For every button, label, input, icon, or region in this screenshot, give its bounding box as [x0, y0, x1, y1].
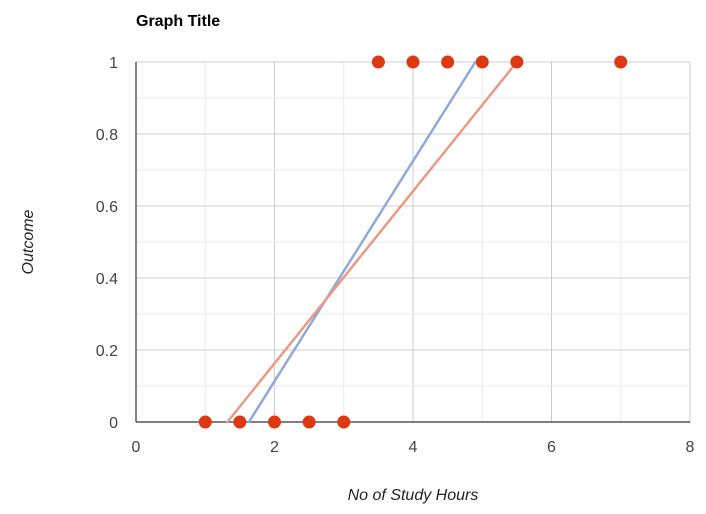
data-point: [337, 415, 351, 429]
chart-title: Graph Title: [136, 13, 220, 30]
y-tick-label: 0.4: [96, 271, 118, 288]
trend-line: [247, 60, 477, 424]
x-tick-label: 4: [409, 439, 418, 456]
trend-line: [226, 60, 519, 424]
y-tick-label: 1: [109, 55, 118, 72]
y-tick-label: 0.2: [96, 343, 118, 360]
data-point: [406, 55, 420, 69]
x-tick-label: 8: [686, 439, 695, 456]
data-point: [198, 415, 212, 429]
data-point: [233, 415, 247, 429]
data-point: [302, 415, 316, 429]
y-tick-label: 0: [109, 415, 118, 432]
tick-labels: 0 2 4 6 8 0 0.2 0.4 0.6 0.8 1: [96, 55, 695, 456]
x-axis-label: No of Study Hours: [348, 487, 479, 504]
data-point: [614, 55, 628, 69]
data-point: [371, 55, 385, 69]
x-tick-label: 6: [547, 439, 556, 456]
data-point: [441, 55, 455, 69]
trend-lines: [226, 60, 519, 424]
x-tick-label: 2: [270, 439, 279, 456]
y-axis-label: Outcome: [20, 209, 37, 274]
y-tick-label: 0.6: [96, 199, 118, 216]
data-points: [198, 55, 628, 429]
data-point: [475, 55, 489, 69]
data-point: [510, 55, 524, 69]
grid: [135, 61, 691, 423]
x-tick-label: 0: [132, 439, 141, 456]
y-tick-label: 0.8: [96, 127, 118, 144]
data-point: [268, 415, 281, 429]
